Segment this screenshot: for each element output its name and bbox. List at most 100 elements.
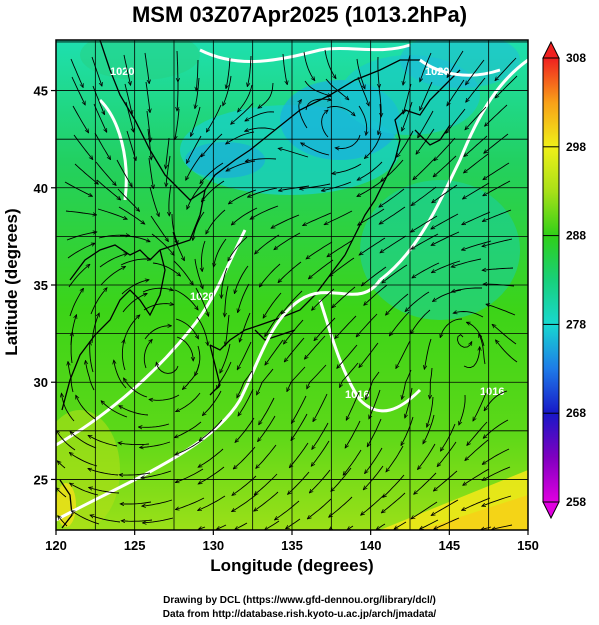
streamline bbox=[202, 240, 206, 271]
streamline bbox=[483, 180, 511, 196]
streamline bbox=[217, 361, 232, 389]
temperature-field: 1020 1020 1020 1016 1016 bbox=[56, 40, 528, 530]
streamline bbox=[235, 522, 248, 529]
streamline bbox=[193, 211, 205, 240]
streamline bbox=[142, 499, 173, 506]
streamline bbox=[420, 519, 439, 529]
streamline bbox=[198, 495, 226, 510]
streamline bbox=[235, 265, 249, 293]
streamline bbox=[481, 526, 492, 530]
streamline bbox=[412, 186, 437, 205]
contour-label: 1020 bbox=[110, 66, 134, 78]
streamline bbox=[140, 441, 171, 448]
contour-label: 1020 bbox=[190, 291, 214, 303]
streamline bbox=[149, 186, 159, 216]
streamline bbox=[117, 188, 139, 211]
streamline bbox=[332, 163, 362, 174]
streamline bbox=[119, 406, 149, 416]
streamline bbox=[496, 340, 518, 363]
streamline bbox=[416, 128, 435, 154]
streamline bbox=[226, 160, 256, 171]
streamline bbox=[285, 337, 305, 362]
streamline bbox=[311, 440, 330, 466]
streamline bbox=[357, 76, 369, 106]
streamline bbox=[199, 527, 206, 529]
streamline bbox=[303, 51, 315, 80]
streamline bbox=[256, 444, 277, 468]
streamline bbox=[331, 467, 352, 491]
x-tick-label: 150 bbox=[517, 538, 539, 553]
streamline bbox=[156, 363, 179, 374]
streamline bbox=[364, 284, 388, 305]
streamline bbox=[482, 495, 512, 506]
streamline bbox=[403, 54, 411, 85]
graticule bbox=[56, 40, 528, 530]
streamline bbox=[175, 439, 203, 455]
streamline bbox=[225, 285, 229, 316]
x-tick-label: 125 bbox=[124, 538, 146, 553]
streamline bbox=[225, 314, 230, 345]
streamline bbox=[166, 137, 170, 168]
streamline bbox=[358, 105, 367, 135]
streamline bbox=[255, 234, 280, 254]
streamline bbox=[191, 106, 201, 136]
colorbar-tick-label: 268 bbox=[566, 406, 586, 420]
streamline bbox=[98, 235, 129, 239]
streamline bbox=[412, 262, 440, 278]
streamline bbox=[321, 110, 328, 138]
streamline bbox=[237, 370, 253, 398]
streamline bbox=[88, 469, 119, 476]
streamline bbox=[245, 127, 276, 131]
streamline bbox=[386, 445, 404, 472]
streamline bbox=[434, 470, 458, 491]
streamline bbox=[420, 81, 433, 110]
streamline bbox=[152, 262, 180, 276]
streamline bbox=[177, 80, 178, 111]
streamline bbox=[336, 134, 361, 149]
streamline bbox=[148, 157, 153, 188]
streamline bbox=[144, 326, 171, 340]
streamline bbox=[86, 361, 95, 391]
streamline bbox=[411, 501, 438, 519]
streamline bbox=[356, 313, 378, 337]
streamline bbox=[240, 312, 251, 342]
colorbar-tick-label: 308 bbox=[566, 51, 586, 65]
streamline bbox=[346, 391, 360, 420]
streamline bbox=[122, 340, 125, 371]
streamline bbox=[237, 341, 252, 369]
streamline bbox=[492, 325, 517, 345]
streamline bbox=[203, 390, 222, 415]
streamline bbox=[413, 157, 436, 180]
streamline bbox=[423, 414, 435, 444]
colorbar-tick-label: 258 bbox=[566, 495, 586, 509]
streamline bbox=[337, 344, 358, 368]
y-axis: 25 30 35 40 45 bbox=[34, 84, 56, 487]
streamline bbox=[299, 100, 308, 129]
streamline bbox=[198, 448, 224, 467]
credit-drawing: Drawing by DCL (https://www.gfd-dennou.o… bbox=[163, 595, 436, 606]
contour-label: 1020 bbox=[425, 66, 449, 78]
streamline bbox=[288, 471, 310, 494]
streamline bbox=[287, 366, 306, 391]
streamline bbox=[125, 101, 134, 132]
streamline bbox=[70, 432, 97, 449]
streamline bbox=[258, 82, 274, 108]
streamline bbox=[292, 395, 307, 423]
streamline bbox=[71, 333, 72, 364]
streamline bbox=[56, 431, 76, 451]
streamline bbox=[386, 293, 409, 315]
streamline bbox=[186, 153, 203, 180]
streamline bbox=[172, 231, 184, 260]
x-tick-label: 135 bbox=[281, 538, 303, 553]
streamline bbox=[492, 524, 513, 529]
streamline bbox=[290, 442, 309, 467]
streamline bbox=[202, 180, 225, 202]
streamline bbox=[424, 338, 432, 369]
streamline bbox=[431, 213, 459, 229]
streamline bbox=[245, 111, 275, 121]
streamline bbox=[122, 294, 147, 313]
streamline bbox=[397, 130, 414, 157]
contour-label: 1016 bbox=[345, 389, 369, 401]
streamline bbox=[284, 319, 304, 344]
streamline bbox=[116, 159, 132, 187]
